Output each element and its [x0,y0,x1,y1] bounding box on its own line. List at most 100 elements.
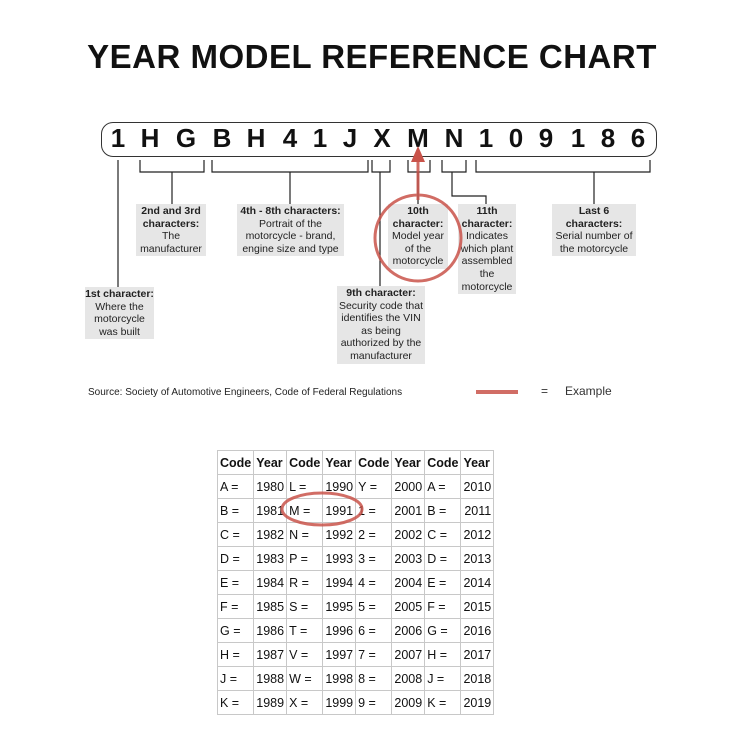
year-cell: 1992 [322,522,357,547]
code-cell: 7 = [355,642,393,667]
year-cell: 2007 [391,642,426,667]
code-cell: H = [216,642,255,667]
column-header: Code [355,450,393,475]
legend-example: Example [565,384,612,398]
bracket-10th [407,160,431,204]
code-cell: A = [424,474,462,499]
code-cell: C = [216,522,255,547]
vin-character: 8 [600,123,616,153]
label-4th-8th: 4th - 8th characters: Portrait of the mot… [237,204,344,257]
year-cell: 1989 [253,690,288,715]
table-row: H = 1987 V = 1997 7 = 2007 H = 2017 [216,642,495,667]
year-cell: 2013 [460,546,495,571]
column-header: Year [460,450,495,475]
year-cell: 2019 [460,690,495,715]
page-title: YEAR MODEL REFERENCE CHART [87,38,657,75]
year-cell: 2016 [460,618,495,643]
vin-character: G [175,123,197,153]
column-header: Code [216,450,255,475]
code-cell: J = [424,666,462,691]
code-cell: W = [286,666,324,691]
year-cell: 1981 [253,498,288,523]
code-cell: E = [216,570,255,595]
code-cell: V = [286,642,324,667]
column-header: Year [322,450,357,475]
year-cell: 1985 [253,594,288,619]
year-cell: 2011 [460,498,495,523]
label-1st: 1st character: Where the motorcycle was b… [85,287,154,340]
code-cell: G = [424,618,462,643]
year-cell: 1995 [322,594,357,619]
legend-equals: = [541,384,549,398]
year-cell: 1991 [322,498,357,523]
year-cell: 2018 [460,666,495,691]
table-row: F = 1985 S = 1995 5 = 2005 F = 2015 [216,594,495,619]
code-cell: G = [216,618,255,643]
code-cell: J = [216,666,255,691]
year-cell: 1988 [253,666,288,691]
source-note: Source: Society of Automotive Engineers,… [88,387,403,398]
code-cell: M = [286,498,324,523]
year-cell: 1980 [253,474,288,499]
year-cell: 1996 [322,618,357,643]
code-cell: F = [424,594,462,619]
code-cell: Y = [355,474,393,499]
vin-character: 0 [508,123,524,153]
column-header: Year [391,450,426,475]
bracket-11th [441,160,487,204]
vin-character: 6 [630,123,646,153]
table-row: G = 1986 T = 1996 6 = 2006 G = 2016 [216,618,495,643]
bracket-2nd-3rd [139,160,205,204]
vin-character: J [342,123,358,153]
code-cell: E = [424,570,462,595]
year-cell: 1999 [322,690,357,715]
code-cell: L = [286,474,324,499]
vin-character: X [373,123,391,153]
vin-character: H [246,123,266,153]
code-cell: 3 = [355,546,393,571]
table-row: D = 1983 P = 1993 3 = 2003 D = 2013 [216,546,495,571]
vin-character: H [140,123,160,153]
vin-character: 1 [570,123,586,153]
code-cell: 5 = [355,594,393,619]
year-cell: 2009 [391,690,426,715]
vin-box [101,122,657,157]
code-cell: 1 = [355,498,393,523]
year-cell: 2002 [391,522,426,547]
year-cell: 1990 [322,474,357,499]
code-cell: K = [424,690,462,715]
vin-character: 9 [538,123,554,153]
code-cell: C = [424,522,462,547]
vin-character: M [407,123,429,153]
table-row: B = 1981 M = 1991 1 = 2001 B = 2011 [216,498,495,523]
label-2nd-3rd: 2nd and 3rd characters: The manufacturer [136,204,206,257]
year-cell: 2008 [391,666,426,691]
code-cell: 4 = [355,570,393,595]
year-cell: 2010 [460,474,495,499]
vin-character: N [444,123,464,153]
vin-character: 1 [478,123,494,153]
code-cell: N = [286,522,324,547]
code-cell: D = [216,546,255,571]
vin-character: 1 [110,123,126,153]
year-cell: 2005 [391,594,426,619]
year-cell: 1984 [253,570,288,595]
label-11th: 11th character: Indicates which plant ass… [458,204,516,295]
code-cell: B = [216,498,255,523]
code-cell: 8 = [355,666,393,691]
year-cell: 2000 [391,474,426,499]
code-cell: F = [216,594,255,619]
vin-character: B [212,123,232,153]
year-cell: 2003 [391,546,426,571]
code-cell: T = [286,618,324,643]
column-header: Code [424,450,462,475]
code-cell: B = [424,498,462,523]
table-row: A = 1980 L = 1990 Y = 2000 A = 2010 [216,474,495,499]
year-cell: 1997 [322,642,357,667]
year-code-table: Code Year Code Year Code Year Code Year A = 1980… [216,450,495,715]
code-cell: 6 = [355,618,393,643]
table-row: J = 1988 W = 1998 8 = 2008 J = 2018 [216,666,495,691]
year-cell: 2006 [391,618,426,643]
code-cell: X = [286,690,324,715]
